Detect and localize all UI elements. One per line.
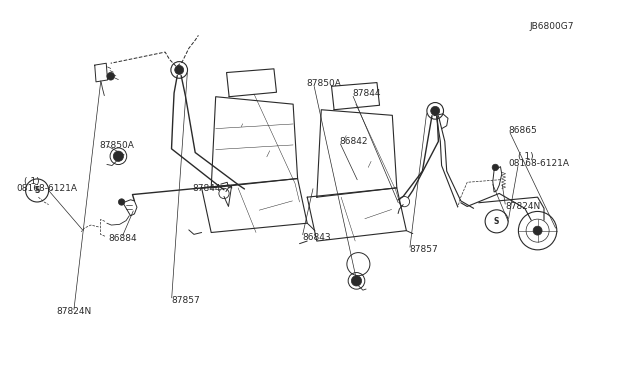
Circle shape [175,65,184,74]
Text: 86842: 86842 [339,137,368,146]
Text: 87824N: 87824N [56,307,92,316]
Circle shape [113,151,124,161]
Circle shape [118,199,125,205]
Text: 87844: 87844 [352,89,381,98]
Text: S: S [494,217,499,226]
Text: 08168-6121A: 08168-6121A [16,185,77,193]
Text: ( 1): ( 1) [24,177,40,186]
Text: S: S [35,186,40,195]
Text: JB6800G7: JB6800G7 [530,22,575,31]
Circle shape [431,106,440,115]
Circle shape [533,226,542,235]
Text: 87824N: 87824N [506,202,541,211]
Circle shape [492,164,499,171]
Text: 87844: 87844 [192,185,221,193]
Circle shape [351,276,362,286]
Text: ( 1): ( 1) [518,152,534,161]
Text: 08168-6121A: 08168-6121A [509,159,570,168]
Text: 87857: 87857 [410,246,438,254]
Text: 86865: 86865 [509,126,538,135]
Text: 87850A: 87850A [99,141,134,150]
Text: 86884: 86884 [109,234,138,243]
Text: 87850A: 87850A [306,79,340,88]
Text: 87857: 87857 [172,296,200,305]
Text: 86843: 86843 [302,233,331,242]
Circle shape [107,73,115,80]
